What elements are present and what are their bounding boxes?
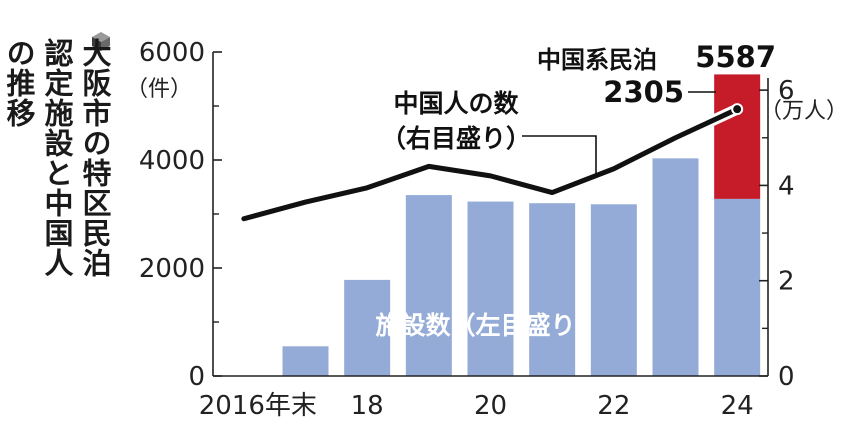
x-tick-label: 20 [474,391,507,421]
left-axis-unit: （件） [126,77,192,102]
bar-series-label: 施設数（左目盛り） [375,311,600,340]
facility-bar [714,198,761,376]
right-axis-tick-label: 4 [778,171,795,201]
china-stack-bar [714,74,761,199]
x-tick-label: 2016年末 [199,391,317,421]
x-tick-label: 24 [721,391,754,421]
facility-bar [405,195,452,376]
population-line [241,106,740,222]
facility-bar [590,204,637,376]
chart-title-line-3: の推移 [2,38,36,128]
facility-bar [652,158,699,376]
left-axis-tick-label: 6000 [139,38,205,68]
left-axis-tick-label: 4000 [139,146,205,176]
left-axis-tick-label: 0 [188,362,205,392]
line-series-axis-note: （右目盛り） [381,124,531,153]
cube-icon [90,30,112,52]
right-axis-tick-label: 0 [778,362,795,392]
facility-bar [467,201,514,376]
line-series-label: 中国人の数 [393,89,519,118]
facility-bar [344,279,391,376]
x-tick-label: 22 [597,391,630,421]
right-axis-tick-label: 6 [778,76,795,106]
left-axis-tick-label: 2000 [139,254,205,284]
chart-title-line-2: 認定施設と中国人 [40,38,74,278]
x-tick-label: 18 [351,391,384,421]
right-axis-tick-label: 2 [778,267,795,297]
china-value-label: 2305 [603,75,684,109]
right-axis-unit: （万人） [760,99,848,124]
chart-title-line-1: 大阪市の特区民泊 [78,38,112,278]
china-bar-label: 中国系民泊 [537,46,657,74]
facility-bar [282,346,329,376]
total-2024-label: 5587 [695,40,776,74]
population-line-endpoint [731,103,744,116]
facility-bar [529,203,576,376]
line-label-leader [522,135,597,176]
